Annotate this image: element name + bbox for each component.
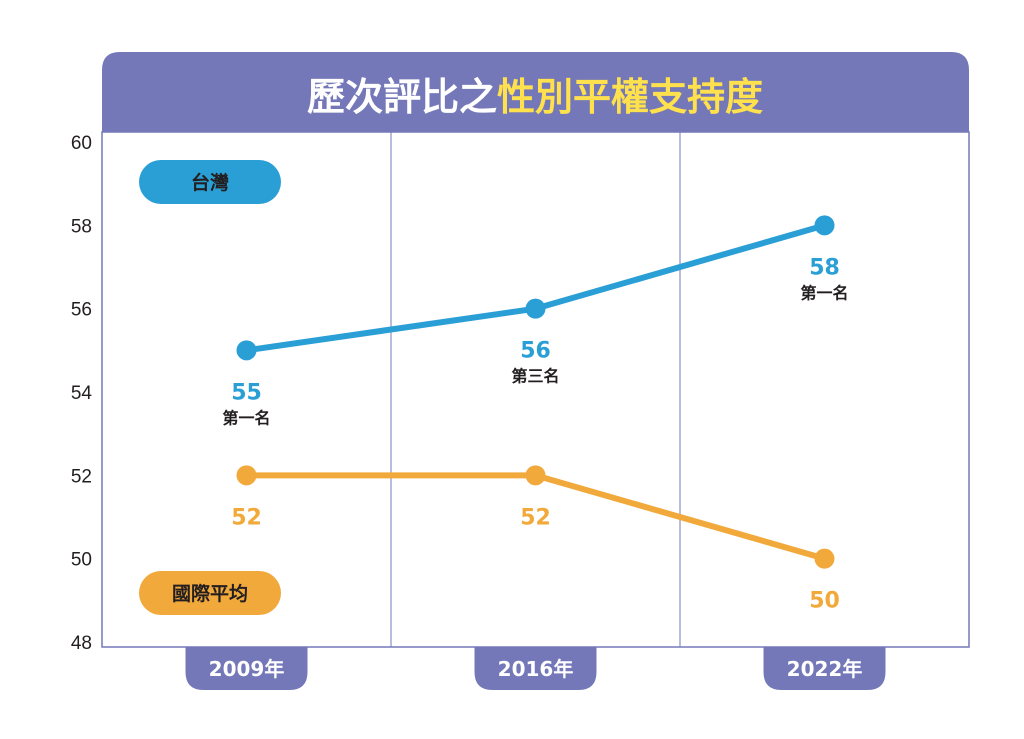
y-axis-ticks: 48 50 52 54 56 58 60 (71, 133, 93, 654)
data-value-label: 55 (231, 380, 262, 405)
y-tick-label: 54 (71, 383, 93, 404)
title-highlight: 性別平權支持度 (497, 75, 763, 119)
title-prefix: 歷次評比之 (307, 75, 497, 119)
data-point (236, 340, 257, 361)
x-category-0: 2009年 (185, 647, 308, 690)
legend-intl-pill (139, 571, 281, 615)
x-tick-label: 2022年 (787, 657, 863, 681)
x-category-tab (763, 647, 886, 690)
title-banner (102, 52, 969, 132)
data-labels: 55 第一名 56 第三名 58 第一名 52 52 50 (222, 255, 848, 613)
y-tick-label: 52 (71, 466, 92, 487)
data-value-label: 58 (809, 255, 840, 280)
data-point (814, 548, 835, 569)
legend-taiwan: 台灣 (139, 160, 281, 204)
y-tick-label: 58 (71, 216, 92, 237)
legend-intl-label: 國際平均 (172, 582, 248, 605)
x-category-1: 2016年 (474, 647, 597, 690)
data-value-label: 56 (520, 339, 551, 364)
x-category-tab (185, 647, 308, 690)
y-tick-label: 60 (71, 133, 92, 154)
rank-label: 第一名 (222, 408, 270, 427)
y-tick-label: 50 (71, 550, 92, 571)
x-tick-label: 2009年 (209, 657, 285, 681)
rank-label: 第三名 (511, 367, 559, 386)
series-points (236, 215, 835, 569)
x-category-tab (474, 647, 597, 690)
grid-lines (390, 132, 681, 647)
y-tick-label: 56 (71, 300, 92, 321)
data-value-label: 50 (809, 589, 840, 614)
y-tick-label: 48 (71, 633, 92, 654)
data-value-label: 52 (231, 505, 262, 530)
data-point (525, 298, 546, 319)
rank-label: 第一名 (800, 283, 848, 302)
data-point (236, 465, 257, 486)
data-point (525, 465, 546, 486)
legend-taiwan-pill (139, 160, 281, 204)
data-point (814, 215, 835, 236)
x-tick-label: 2016年 (498, 657, 574, 681)
x-axis-labels: 2009年 2016年 2022年 (185, 647, 886, 690)
chart-title: 歷次評比之性別平權支持度 (307, 75, 763, 119)
data-value-label: 52 (520, 505, 551, 530)
legend-taiwan-label: 台灣 (191, 171, 229, 194)
x-category-2: 2022年 (763, 647, 886, 690)
legend-intl: 國際平均 (139, 571, 281, 615)
